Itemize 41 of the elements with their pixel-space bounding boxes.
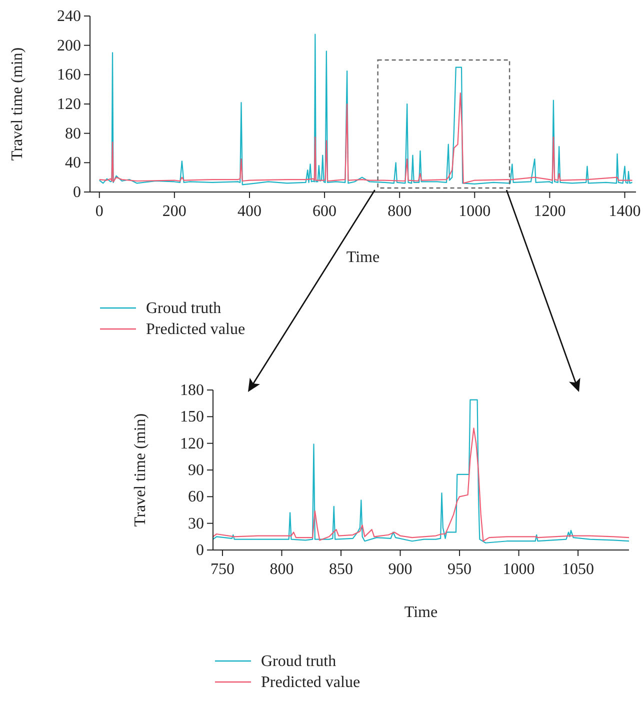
y-tick-label: 0 xyxy=(73,184,81,201)
line-series xyxy=(212,399,630,544)
x-tick-label: 1200 xyxy=(534,203,566,220)
x-axis-title: Time xyxy=(404,604,438,621)
y-tick-label: 240 xyxy=(57,8,81,25)
line-series xyxy=(98,92,633,184)
legend-label: Predicted value xyxy=(146,321,246,338)
y-tick-label: 80 xyxy=(65,125,81,142)
x-tick-label: 1000 xyxy=(502,561,535,578)
legend-label: Predicted value xyxy=(261,674,360,691)
x-tick-label: 850 xyxy=(329,561,353,578)
x-tick-label: 950 xyxy=(448,561,472,578)
x-tick-label: 1400 xyxy=(608,203,641,220)
y-tick-label: 30 xyxy=(188,515,204,532)
y-tick-label: 200 xyxy=(57,37,81,54)
y-tick-label: 0 xyxy=(196,542,204,559)
x-tick-label: 900 xyxy=(388,561,412,578)
x-tick-label: 1000 xyxy=(458,203,491,220)
y-axis-title: Travel time (min) xyxy=(132,413,149,527)
line-series xyxy=(212,428,630,542)
y-tick-label: 90 xyxy=(188,462,204,479)
y-tick-label: 180 xyxy=(180,382,204,399)
legend-label: Groud truth xyxy=(146,300,222,317)
y-tick-label: 40 xyxy=(65,154,81,172)
x-tick-label: 200 xyxy=(162,203,186,220)
x-axis-title: Time xyxy=(346,249,380,266)
line-series xyxy=(98,34,633,186)
y-tick-label: 160 xyxy=(57,66,81,84)
y-tick-label: 120 xyxy=(180,435,204,452)
x-tick-label: 750 xyxy=(210,561,234,578)
legend-label: Groud truth xyxy=(261,653,336,670)
x-tick-label: 0 xyxy=(95,203,104,220)
y-tick-label: 60 xyxy=(188,488,204,506)
x-tick-label: 800 xyxy=(270,561,294,578)
y-tick-label: 120 xyxy=(57,96,81,113)
y-tick-label: 150 xyxy=(180,408,204,426)
x-tick-label: 600 xyxy=(312,203,337,220)
x-tick-label: 400 xyxy=(237,203,262,220)
x-tick-label: 800 xyxy=(388,203,412,220)
y-axis-title: Travel time (min) xyxy=(9,47,26,161)
x-tick-label: 1050 xyxy=(562,561,594,578)
